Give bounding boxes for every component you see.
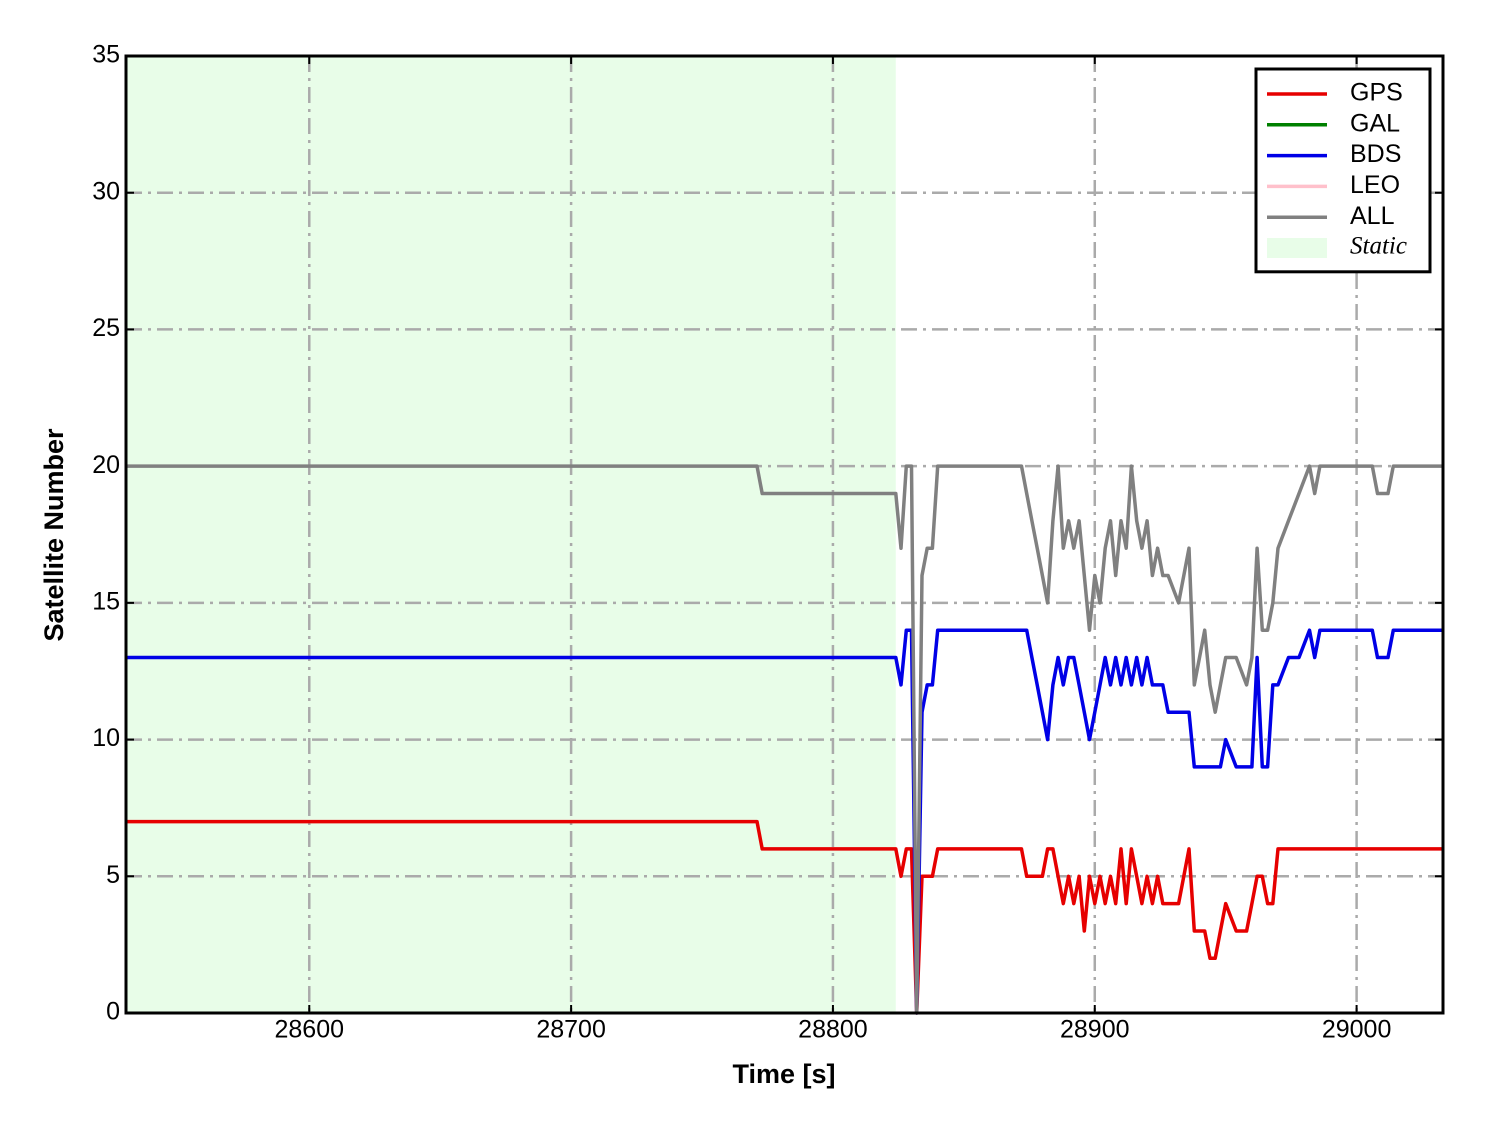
legend-label: GPS	[1350, 79, 1403, 107]
legend-label: GAL	[1350, 109, 1400, 137]
legend-label: LEO	[1350, 171, 1400, 199]
y-tick-label: 35	[92, 41, 120, 69]
y-axis-label: Satellite Number	[39, 428, 69, 642]
static-region	[126, 56, 896, 1013]
y-tick-label: 20	[92, 451, 120, 479]
legend-swatch	[1267, 238, 1327, 258]
x-tick-label: 28600	[275, 1016, 345, 1044]
x-tick-label: 28800	[798, 1016, 868, 1044]
plot-frame	[124, 54, 1445, 1015]
y-tick-label: 10	[92, 724, 120, 752]
y-tick-label: 15	[92, 587, 120, 615]
series-line	[126, 628, 1443, 1015]
legend-box	[1254, 67, 1432, 274]
series-line	[126, 464, 1443, 1015]
x-axis-label: Time [s]	[732, 1059, 835, 1089]
legend-label: ALL	[1350, 202, 1395, 230]
legend-label: BDS	[1350, 140, 1401, 168]
x-tick-label: 28700	[536, 1016, 606, 1044]
series-line	[126, 819, 1443, 1015]
y-tick-label: 25	[92, 314, 120, 342]
x-tick-label: 29000	[1322, 1016, 1392, 1044]
y-tick-label: 5	[106, 861, 120, 889]
y-tick-label: 0	[106, 998, 120, 1026]
y-tick-label: 30	[92, 177, 120, 205]
x-tick-label: 28900	[1060, 1016, 1130, 1044]
legend-label: Static	[1350, 233, 1407, 260]
